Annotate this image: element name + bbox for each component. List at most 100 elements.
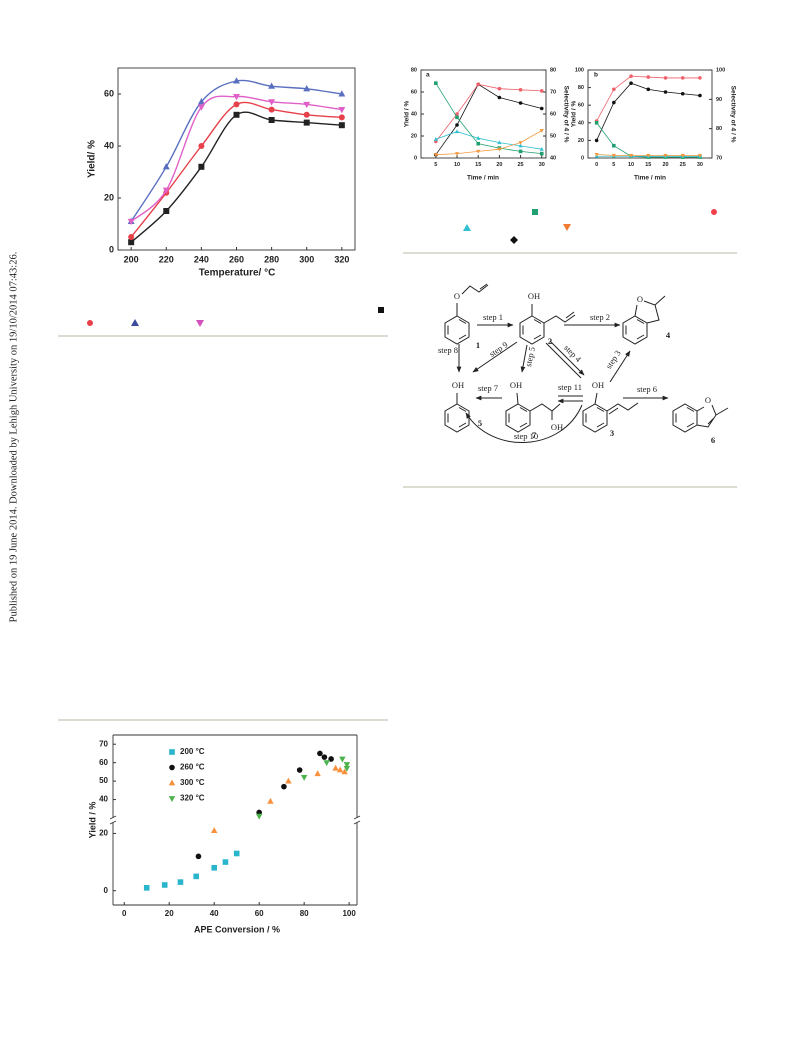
point <box>455 115 459 120</box>
bond <box>594 392 639 415</box>
series-line <box>435 130 542 156</box>
x-tick-label: 25 <box>518 162 524 168</box>
y-tick-label: 20 <box>578 138 584 144</box>
point <box>143 885 150 891</box>
y-tick-label: 0 <box>414 155 417 161</box>
point <box>163 208 170 214</box>
caption-symbol <box>711 209 717 215</box>
point <box>680 91 685 96</box>
point <box>476 135 481 140</box>
arrow <box>472 341 518 373</box>
benzene-ring <box>505 403 531 433</box>
point <box>518 141 523 145</box>
point <box>454 152 460 156</box>
point <box>338 122 345 129</box>
y-tick-label: 60 <box>99 758 108 767</box>
atom-label: OH <box>551 422 563 432</box>
y-tick-label: 20 <box>99 829 108 838</box>
compound-number: 4 <box>666 330 671 340</box>
y2-tick-label: 50 <box>550 133 556 139</box>
atom-label: O <box>705 395 711 405</box>
point <box>698 76 702 80</box>
legend-swatch <box>169 764 175 771</box>
benzene-ring <box>444 315 470 345</box>
point <box>255 813 263 820</box>
point <box>193 873 200 880</box>
point <box>222 859 229 865</box>
point <box>303 85 311 92</box>
point <box>338 90 346 97</box>
legend-label: 300 °C <box>180 778 205 787</box>
point <box>497 140 502 145</box>
point <box>539 89 544 93</box>
point <box>539 151 544 156</box>
x-tick-label: 30 <box>539 162 545 168</box>
y-tick-label: 60 <box>104 88 114 98</box>
point <box>497 95 502 100</box>
benzene-ring <box>622 315 648 345</box>
point <box>268 82 276 89</box>
y2-axis-label: Selectivity of 4 / % <box>729 86 736 143</box>
point <box>455 123 459 127</box>
arrow <box>609 350 631 383</box>
point <box>433 153 438 157</box>
point <box>646 87 651 92</box>
bond <box>634 295 666 324</box>
point <box>539 128 544 133</box>
point <box>629 74 633 78</box>
point <box>233 850 240 857</box>
y-axis-label: Yield / % <box>404 101 411 128</box>
step-label: step 1 <box>483 312 503 322</box>
point <box>198 143 205 149</box>
step-label: step 6 <box>637 384 657 394</box>
step-label: step 10 <box>514 431 538 441</box>
point <box>268 99 276 106</box>
panel-label: a <box>426 72 430 79</box>
caption-symbol <box>87 320 93 326</box>
point <box>339 756 346 763</box>
y-tick-label: 0 <box>581 155 584 161</box>
y2-axis-label: Selectivity of 4 / % <box>562 86 569 143</box>
x-axis-label: Time / min <box>467 175 499 182</box>
point <box>338 107 346 114</box>
point <box>303 111 310 118</box>
x-tick-label: 20 <box>496 162 502 168</box>
atom-label: O <box>454 291 460 301</box>
point <box>433 137 438 141</box>
point <box>518 143 523 148</box>
legend-swatch <box>168 796 176 802</box>
y-tick-label: 40 <box>578 120 584 126</box>
y2-tick-label: 60 <box>550 111 556 117</box>
y-tick-label: 100 <box>575 67 584 73</box>
point <box>314 770 321 777</box>
point <box>518 149 523 154</box>
point <box>663 153 668 158</box>
y-axis-label: Yield/ % <box>87 140 98 178</box>
x-tick-label: 25 <box>680 162 686 168</box>
point <box>233 77 240 84</box>
point <box>476 141 481 146</box>
step-label: step 5 <box>523 346 537 368</box>
point <box>303 101 311 109</box>
point <box>267 797 274 804</box>
download-notice: Published on 19 June 2014. Downloaded by… <box>8 252 19 623</box>
atom-label: OH <box>452 380 464 390</box>
caption-symbol <box>196 320 204 327</box>
panel-label: b <box>594 72 598 79</box>
y-tick-label: 40 <box>104 140 114 150</box>
x-tick-label: 15 <box>475 162 481 168</box>
y-tick-label: 20 <box>104 192 114 202</box>
legend-label: 320 °C <box>180 794 205 803</box>
y-tick-label: 40 <box>411 111 417 117</box>
point <box>518 88 523 92</box>
compound-number: 5 <box>478 418 482 428</box>
x-tick-label: 320 <box>334 254 349 264</box>
point <box>476 82 481 87</box>
x-tick-label: 5 <box>434 162 437 168</box>
y-axis-label: Yield / % <box>87 802 97 839</box>
point <box>646 75 651 79</box>
point <box>338 114 345 121</box>
y2-tick-label: 80 <box>716 126 722 132</box>
point <box>281 783 287 790</box>
